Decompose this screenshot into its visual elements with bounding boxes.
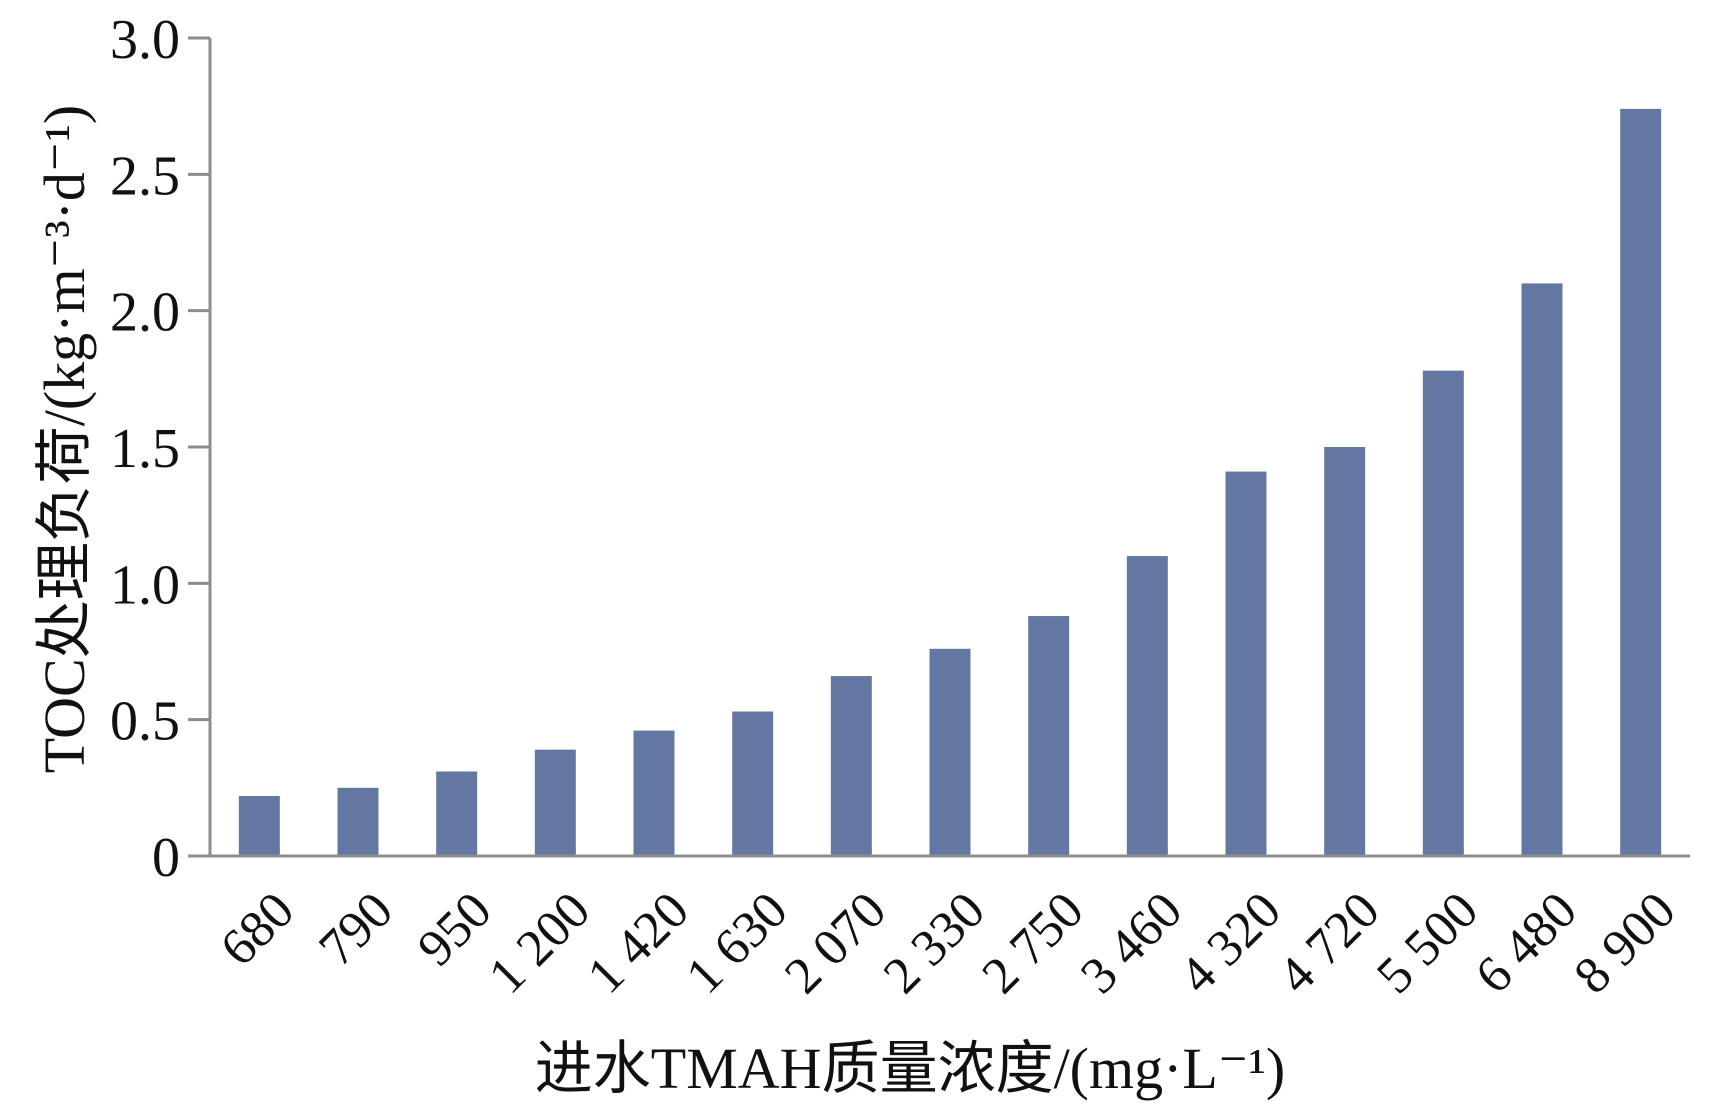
y-ticks: 0 0.5 1.0 1.5 2.0 2.5 3.0 [110,9,210,889]
bar [830,676,872,856]
x-tick-label: 1 420 [577,882,700,1005]
bar [1028,616,1070,856]
x-tick-label: 4 720 [1268,882,1391,1005]
x-tick-label: 2 330 [873,882,996,1005]
x-tick-label: 8 900 [1564,882,1687,1005]
x-tick-label: 1 630 [676,882,799,1005]
bar [436,771,478,856]
bar [732,711,774,856]
x-tick-label: 3 460 [1070,882,1193,1005]
x-tick-label: 2 750 [972,882,1095,1005]
x-tick-label: 6 480 [1465,882,1588,1005]
x-axis-title: 进水TMAH质量浓度/(mg·L⁻¹) [535,1036,1285,1101]
y-tick-label: 0.5 [110,691,180,753]
bar [929,648,971,856]
bar [633,730,675,856]
bar [1521,283,1563,856]
y-tick-label: 1.0 [110,554,180,616]
x-tick-label: 680 [210,882,305,977]
bar [1422,370,1464,856]
y-tick-label: 1.5 [110,418,180,480]
bar [1324,447,1366,856]
bar [1620,108,1662,857]
x-tick-label: 5 500 [1366,882,1489,1005]
x-tick-label: 790 [308,882,403,977]
bar [534,749,576,856]
bar [1225,471,1267,856]
y-axis-title: TOC处理负荷/(kg·m⁻³·d⁻¹) [32,105,97,773]
x-tick-label: 1 200 [478,882,601,1005]
y-tick-label: 3.0 [110,9,180,71]
bar [337,787,379,856]
bars-layer [238,108,1662,857]
bar [238,796,280,856]
bar [1126,556,1168,856]
x-tick-label: 2 070 [774,882,897,1005]
y-tick-label: 0 [152,827,180,889]
y-tick-label: 2.0 [110,282,180,344]
x-tick-label: 4 320 [1169,882,1292,1005]
y-tick-label: 2.5 [110,145,180,207]
